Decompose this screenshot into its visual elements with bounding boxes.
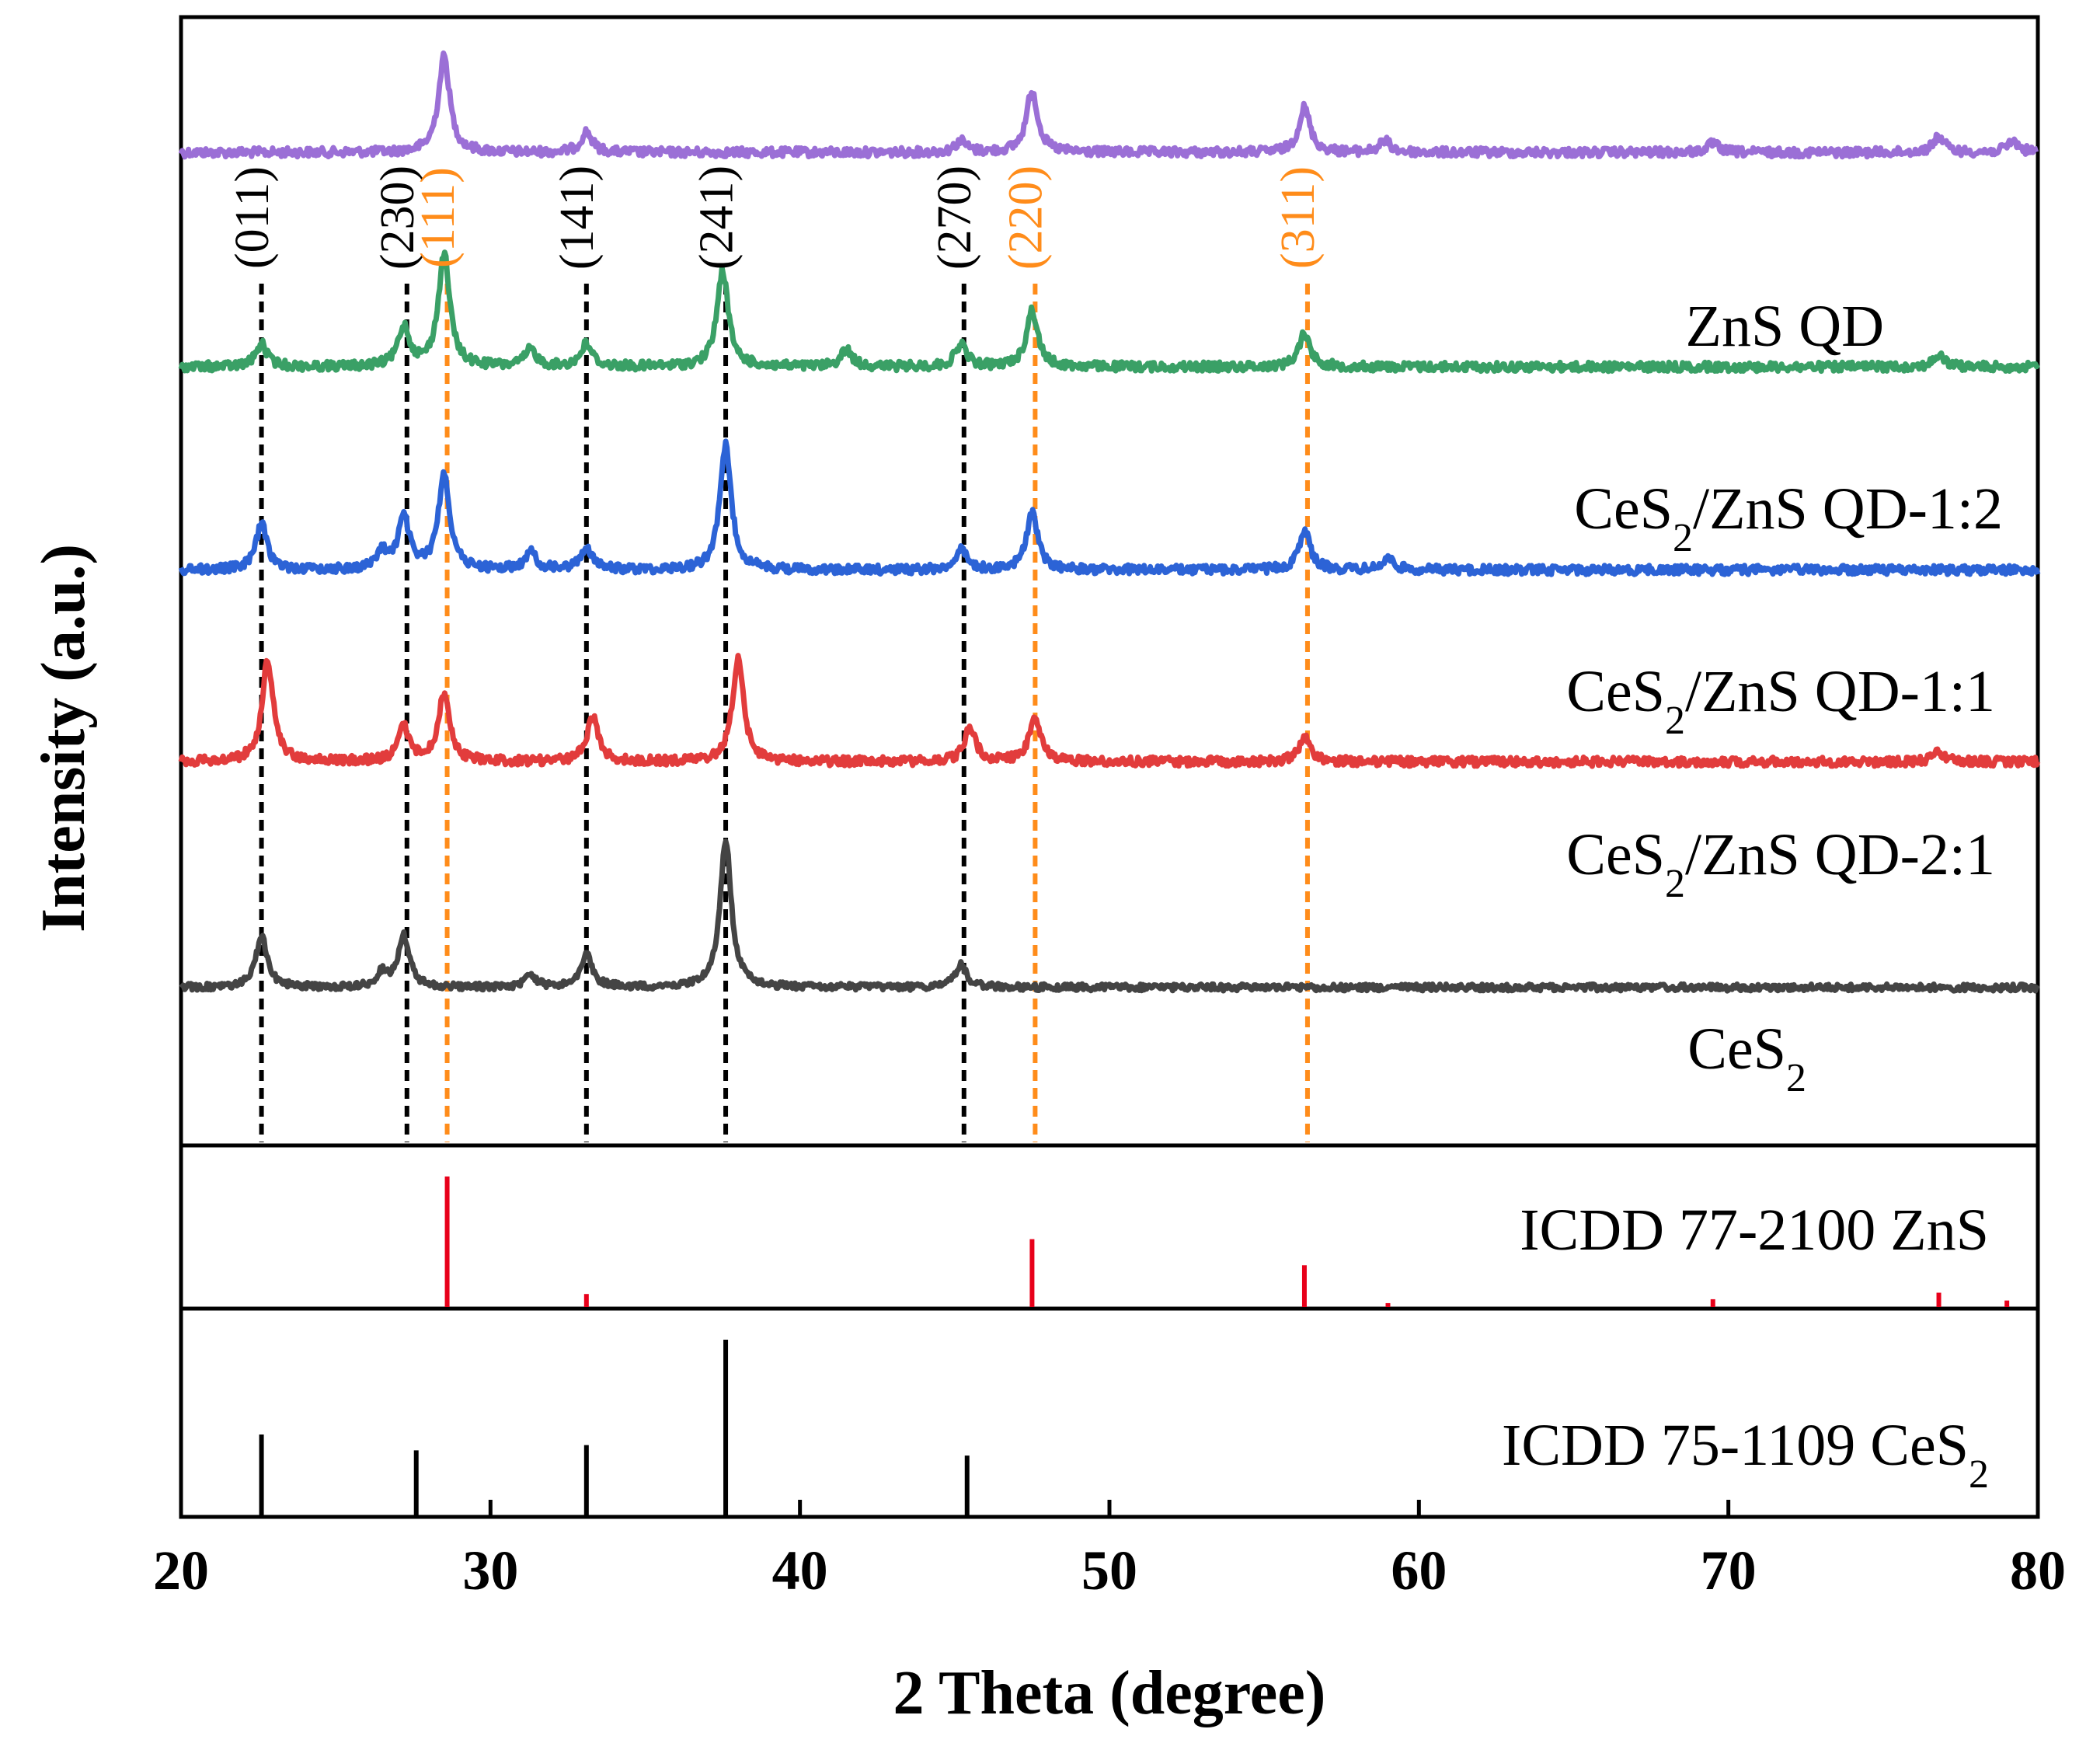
x-tick-label-20: 20 — [153, 1539, 209, 1602]
pattern-curves — [178, 50, 2041, 994]
plane-guide-lines — [259, 284, 1310, 1142]
plane-label-141: (141) — [551, 166, 604, 270]
plane-label-111: (111) — [412, 167, 465, 268]
series-label-main: CeS — [1566, 659, 1665, 724]
series-label-main: CeS — [1566, 822, 1665, 887]
plane-label-241: (241) — [690, 166, 743, 270]
series-line-zns-qd — [178, 50, 2039, 160]
series-label-main: CeS — [1574, 476, 1673, 542]
reference-label-icdd-75-1109-ces2: ICDD 75-1109 CeS2 — [1502, 1413, 1989, 1497]
x-tick-label-60: 60 — [1391, 1539, 1447, 1602]
series-label-tail: /ZnS QD-1:1 — [1685, 659, 1995, 724]
series-label-ces2: CeS2 — [1687, 1016, 1806, 1100]
series-label-ces2-zns-qd-1-1: CeS2/ZnS QD-1:1 — [1566, 659, 1995, 743]
series-line-ces2-zns-qd-2-1 — [178, 653, 2041, 769]
series-label-subscript: 2 — [1786, 1056, 1806, 1100]
plane-labels: (011) (230)(111) (141) (241) (270) (220) (311) — [226, 166, 1325, 270]
series-label-subscript: 2 — [1665, 699, 1685, 743]
x-tick-label-80: 80 — [2010, 1539, 2066, 1602]
series-label-main: ZnS QD — [1686, 294, 1884, 359]
x-tick-label-70: 70 — [1701, 1539, 1757, 1602]
series-label-tail: /ZnS QD-1:2 — [1693, 476, 2003, 542]
reference-labels: ICDD 77-2100 ZnS ICDD 75-1109 CeS2 — [1502, 1197, 1989, 1497]
series-line-ces2 — [179, 838, 2040, 994]
plane-label-270: (270) — [928, 166, 981, 270]
series-label-ces2-zns-qd-1-2: CeS2/ZnS QD-1:2 — [1574, 476, 2003, 560]
reference-label-subscript: 2 — [1969, 1452, 1989, 1497]
reference-sticks — [259, 1177, 2010, 1515]
y-axis-title: Intensity (a.u.) — [30, 544, 98, 933]
plane-label-011: (011) — [226, 166, 279, 269]
plane-label-220: (220) — [1000, 166, 1053, 270]
series-label-ces2-zns-qd-2-1: CeS2/ZnS QD-2:1 — [1566, 822, 1995, 906]
plane-label-230: (230) — [371, 166, 424, 270]
reference-label-main: ICDD 75-1109 CeS — [1502, 1413, 1969, 1478]
x-axis: 20 30 40 50 60 70 80 — [153, 1500, 2066, 1602]
plane-label-311: (311) — [1272, 166, 1325, 269]
series-label-tail: /ZnS QD-2:1 — [1685, 822, 1995, 887]
series-line-ces2-zns-qd-1-2 — [178, 249, 2040, 375]
series-line-ces2-zns-qd-1-1 — [178, 438, 2041, 577]
x-tick-label-40: 40 — [772, 1539, 828, 1602]
series-label-subscript: 2 — [1673, 516, 1693, 560]
x-tick-label-30: 30 — [462, 1539, 518, 1602]
series-label-zns-qd: ZnS QD — [1686, 294, 1884, 359]
x-tick-label-50: 50 — [1081, 1539, 1137, 1602]
series-label-subscript: 2 — [1665, 862, 1685, 906]
reference-label-icdd-77-2100-zns: ICDD 77-2100 ZnS — [1520, 1197, 1989, 1263]
series-label-main: CeS — [1687, 1016, 1786, 1082]
x-axis-title: 2 Theta (degree) — [893, 1659, 1326, 1727]
reference-label-main: ICDD 77-2100 ZnS — [1520, 1197, 1989, 1263]
